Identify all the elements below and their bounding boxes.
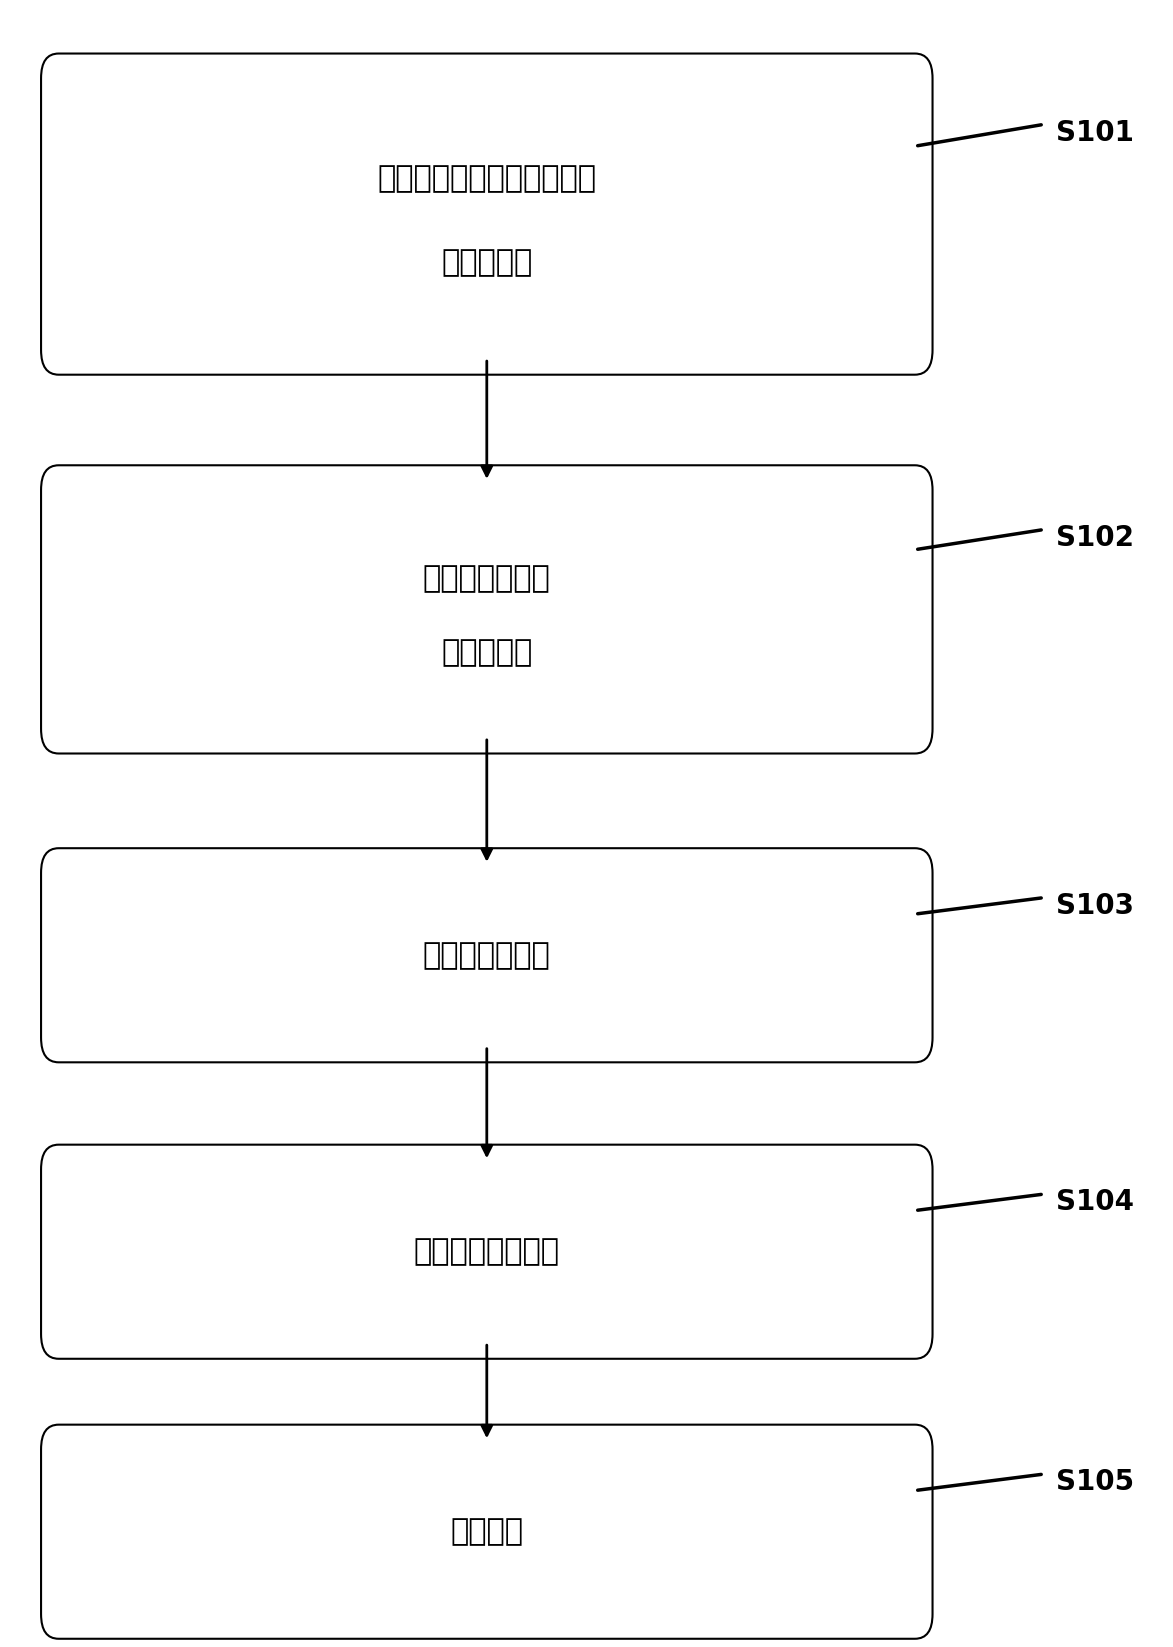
FancyBboxPatch shape — [41, 464, 933, 754]
Text: S101: S101 — [1056, 119, 1133, 147]
FancyBboxPatch shape — [41, 1145, 933, 1359]
Text: 镀到衬底上: 镀到衬底上 — [441, 637, 533, 667]
Text: S102: S102 — [1056, 524, 1133, 552]
Text: 退火处理: 退火处理 — [450, 1517, 523, 1547]
Text: 电子束曝光样品: 电子束曝光样品 — [423, 940, 550, 970]
FancyBboxPatch shape — [41, 53, 933, 376]
Text: S103: S103 — [1056, 891, 1133, 921]
Text: 再干燥衬底: 再干燥衬底 — [441, 249, 533, 278]
Text: S104: S104 — [1056, 1187, 1133, 1217]
Text: S105: S105 — [1056, 1467, 1134, 1497]
Text: 用甲苯对样品显影: 用甲苯对样品显影 — [414, 1237, 560, 1267]
FancyBboxPatch shape — [41, 1425, 933, 1639]
Text: 提供衬底并进行超声清洗，: 提供衬底并进行超声清洗， — [378, 165, 596, 193]
FancyBboxPatch shape — [41, 848, 933, 1062]
Text: 将环烷酸铜溶液: 将环烷酸铜溶液 — [423, 563, 550, 593]
